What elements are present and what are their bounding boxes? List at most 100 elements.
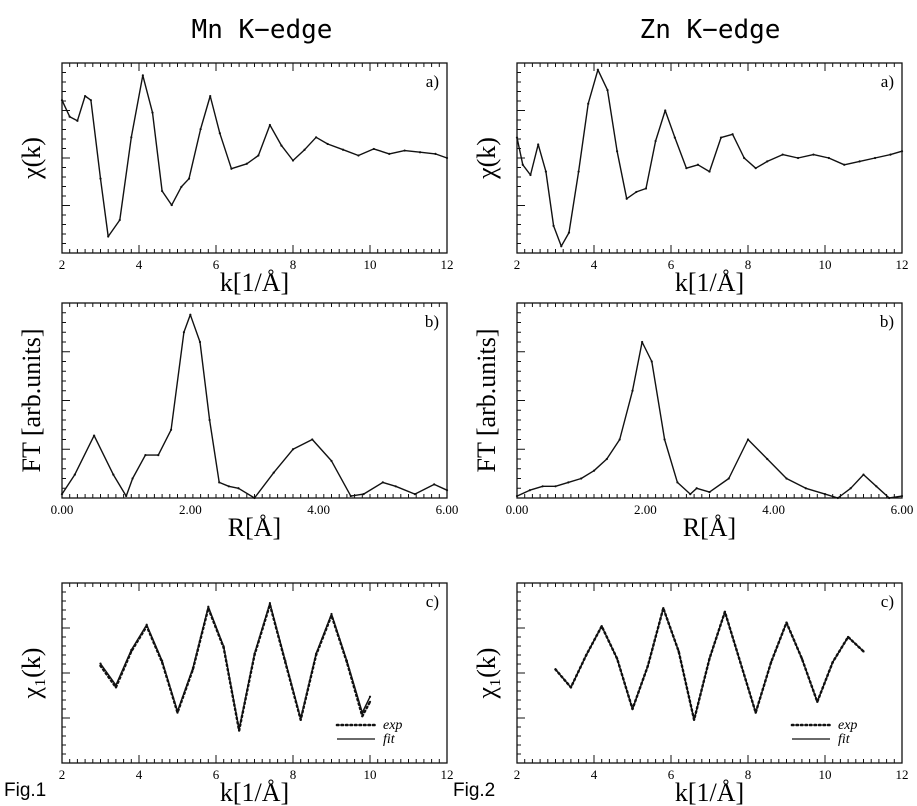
x-tick-label: 6 (668, 257, 675, 272)
data-point (445, 156, 449, 160)
data-point (118, 218, 121, 222)
data-point (847, 635, 850, 639)
series-line-data (61, 74, 448, 238)
data-point (125, 494, 128, 498)
data-point (580, 477, 583, 480)
data-point (114, 684, 117, 687)
data-point (311, 438, 314, 441)
data-point (368, 700, 372, 703)
data-point (89, 99, 92, 102)
data-point (827, 156, 830, 160)
data-point (804, 487, 807, 490)
panel-label: b) (880, 312, 894, 331)
data-point (554, 485, 557, 488)
data-point (303, 148, 306, 151)
data-point (529, 173, 532, 177)
x-axis-title: k[1/Å] (675, 778, 744, 806)
data-point (403, 149, 406, 152)
data-point (521, 163, 524, 166)
data-point (708, 491, 711, 494)
x-axis-title: R[Å] (683, 513, 736, 542)
data-point (326, 142, 329, 146)
data-point (567, 481, 570, 484)
data-point (131, 477, 134, 480)
x-tick-label: 2 (59, 767, 66, 782)
data-point (157, 454, 160, 457)
data-point (606, 89, 609, 92)
data-point (592, 469, 596, 472)
data-point (161, 189, 164, 193)
data-point (222, 645, 225, 648)
x-tick-label: 8 (290, 767, 297, 782)
data-point (873, 156, 877, 160)
series-line-data (516, 341, 903, 499)
data-point (368, 695, 372, 698)
data-point (130, 648, 133, 652)
data-point (114, 686, 117, 689)
data-point (739, 661, 742, 664)
data-point (341, 148, 345, 151)
data-point (291, 448, 295, 451)
data-point (187, 177, 191, 180)
plot-frame (516, 302, 903, 499)
data-point (141, 74, 144, 77)
data-point (345, 659, 348, 662)
data-point (754, 167, 757, 170)
data-point (695, 487, 698, 490)
data-point (388, 152, 391, 155)
data-point (544, 170, 547, 173)
data-point (693, 718, 696, 721)
x-tick-label: 10 (819, 767, 832, 782)
data-point (515, 494, 519, 498)
x-tick-label: 4.00 (307, 502, 330, 517)
data-point (218, 481, 221, 484)
data-point (238, 728, 241, 731)
x-tick-label: 8 (290, 257, 297, 272)
x-tick-label: 12 (896, 767, 909, 782)
data-point (92, 434, 96, 437)
data-point (227, 485, 230, 488)
data-point (719, 136, 723, 139)
data-point (515, 136, 519, 139)
data-point (433, 483, 436, 486)
y-axis-title: FT [arb.units] (17, 329, 46, 473)
x-tick-label: 6 (668, 767, 675, 782)
data-point (662, 607, 665, 610)
data-point (605, 457, 608, 461)
data-point (812, 153, 815, 156)
x-tick-label: 0.00 (506, 502, 529, 517)
x-tick-label: 4 (136, 767, 143, 782)
data-point (245, 162, 248, 165)
data-point (781, 153, 784, 156)
column-title-zn: Zn K−edge (640, 15, 781, 45)
data-point (785, 477, 788, 480)
data-point (888, 496, 891, 500)
data-point (268, 123, 271, 127)
data-point (330, 459, 333, 463)
data-point (843, 163, 846, 166)
data-point (849, 487, 852, 490)
figure-label-1: Fig.1 (4, 780, 46, 801)
data-point (766, 160, 769, 163)
data-point (696, 163, 700, 166)
data-point (900, 494, 904, 498)
data-point (585, 653, 588, 657)
data-point (268, 602, 271, 605)
data-point (107, 235, 110, 238)
data-point (618, 438, 621, 441)
data-point (299, 717, 302, 720)
data-point (577, 170, 580, 173)
data-point (541, 485, 544, 488)
series-line-fit (554, 607, 864, 721)
data-point (635, 190, 638, 194)
data-point (766, 457, 769, 461)
legend-label-exp: exp (838, 718, 857, 733)
data-point (257, 154, 260, 157)
data-point (823, 493, 827, 496)
data-point (209, 94, 212, 98)
data-point (445, 489, 449, 492)
data-point (394, 485, 397, 488)
data-point (84, 94, 87, 98)
data-point (569, 686, 573, 689)
